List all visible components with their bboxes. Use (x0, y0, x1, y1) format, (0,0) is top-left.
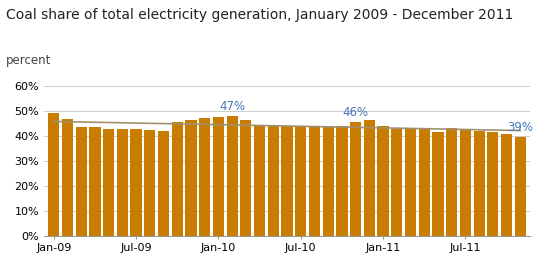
Bar (350, 122, 361, 236)
Bar (103, 130, 114, 236)
Bar (89, 127, 100, 236)
Bar (309, 126, 320, 236)
Bar (226, 116, 238, 236)
Bar (268, 126, 279, 236)
Bar (185, 120, 197, 236)
Bar (446, 128, 457, 236)
Bar (199, 118, 210, 236)
Bar (62, 120, 73, 236)
Bar (418, 128, 430, 236)
Bar (48, 114, 60, 236)
Bar (378, 126, 389, 236)
Bar (322, 127, 334, 236)
Bar (295, 127, 306, 236)
Bar (172, 122, 183, 236)
Text: 46%: 46% (343, 106, 369, 119)
Bar (254, 125, 265, 236)
Bar (158, 131, 169, 236)
Bar (501, 134, 512, 236)
Bar (282, 127, 293, 236)
Bar (117, 129, 128, 236)
Bar (514, 137, 526, 236)
Bar (487, 132, 498, 236)
Bar (405, 130, 416, 236)
Bar (336, 126, 348, 236)
Text: Coal share of total electricity generation, January 2009 - December 2011: Coal share of total electricity generati… (6, 8, 513, 22)
Bar (432, 133, 444, 236)
Bar (240, 120, 252, 236)
Bar (474, 131, 485, 236)
Bar (130, 130, 142, 236)
Bar (144, 130, 156, 236)
Bar (460, 130, 471, 236)
Text: 39%: 39% (507, 121, 533, 134)
Text: percent: percent (6, 54, 51, 67)
Bar (364, 120, 375, 236)
Text: 47%: 47% (219, 100, 245, 113)
Bar (213, 117, 224, 236)
Bar (391, 130, 402, 236)
Bar (76, 127, 87, 236)
